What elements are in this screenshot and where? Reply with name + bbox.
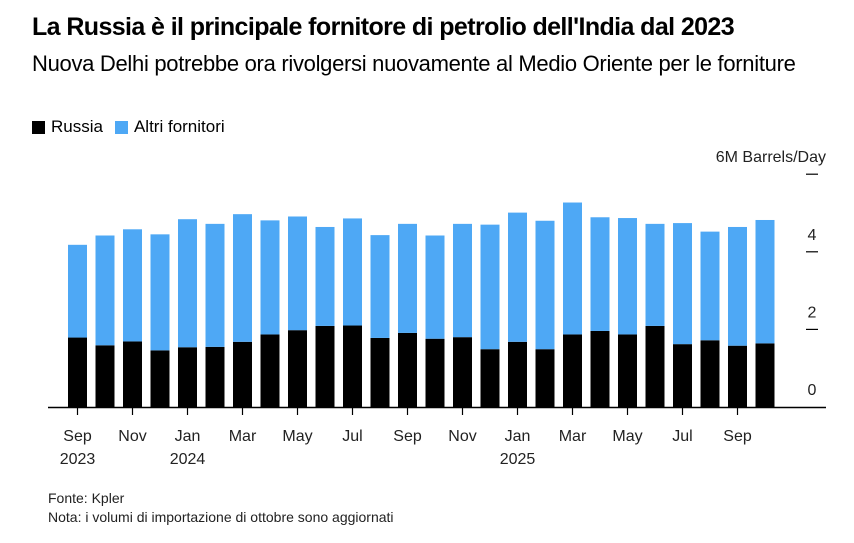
bar-russia [178,347,197,407]
bar-altri-fornitori [123,229,142,342]
x-tick-label-month: Mar [229,428,257,445]
bar-altri-fornitori [700,231,720,341]
bar-altri-fornitori [398,223,417,333]
chart-plot: Sep 2023 Nov Jan 2024 Mar May Jul Sep Nov Jan 2025 M… [48,149,826,468]
bar-altri-fornitori [480,224,500,350]
bar-russia [563,334,582,407]
bar-russia [288,330,307,407]
y-tick-label: 4 [808,227,817,244]
bar-altri-fornitori [453,223,472,338]
chart-title: La Russia è il principale fornitore di p… [32,13,735,41]
bar-altri-fornitori [95,235,115,346]
legend-item-altri-fornitori: Altri fornitori [114,117,225,137]
x-tick-label-month: Sep [723,428,752,445]
x-tick-label-month: Jan [505,428,531,445]
x-tick-label-month: Jul [672,428,692,445]
x-tick-label-month: Sep [63,428,92,445]
bar-altri-fornitori [205,223,225,347]
y-tick-label: 0 [808,382,817,399]
bar-russia [700,340,720,407]
bar-altri-fornitori [755,219,775,344]
bar-russia [150,350,170,407]
bar-altri-fornitori [178,219,197,348]
legend-label-altri-fornitori: Altri fornitori [133,117,225,136]
x-tick-label-month: Nov [448,428,476,445]
bar-russia [728,345,747,407]
bar-russia [480,349,500,407]
x-tick-label-month: May [612,428,642,445]
bar-russia [508,341,527,407]
bar-russia [343,325,362,407]
bar-altri-fornitori [563,202,582,335]
bar-altri-fornitori [150,234,170,351]
bar-altri-fornitori [288,216,307,331]
bar-russia [425,338,445,407]
legend-swatch-altri-fornitori [114,120,128,134]
y-tick-label: 2 [808,304,817,321]
x-tick-label-year: 2025 [500,451,536,468]
bar-altri-fornitori [233,214,252,342]
bar-russia [233,341,252,407]
bar-altri-fornitori [508,212,527,342]
bar-altri-fornitori [673,223,692,345]
bar-altri-fornitori [315,226,335,326]
x-tick-label-month: Mar [559,428,587,445]
bar-altri-fornitori [343,218,362,326]
x-tick-label-month: Sep [393,428,422,445]
bar-russia [95,345,115,407]
data-note: Nota: i volumi di importazione di ottobr… [48,509,394,525]
y-axis-title: 6M Barrels/Day [716,149,826,166]
bar-russia [123,341,142,407]
bar-russia [645,325,665,407]
bar-altri-fornitori [645,223,665,326]
bar-altri-fornitori [590,217,610,331]
legend-item-russia: Russia [32,117,103,137]
x-tick-label-month: Jul [342,428,362,445]
bar-russia [398,332,417,407]
bar-altri-fornitori [618,218,637,335]
bar-russia [535,349,555,407]
bar-russia [618,334,637,407]
bar-russia [205,346,225,407]
x-tick-label-month: Jan [175,428,201,445]
bar-altri-fornitori [68,244,87,338]
source-note: Fonte: Kpler [48,490,125,506]
bar-altri-fornitori [425,235,445,339]
bar-russia [453,337,472,407]
bar-altri-fornitori [728,226,747,346]
footer: Fonte: Kpler Nota: i volumi di importazi… [48,489,394,527]
bar-altri-fornitori [370,235,390,338]
legend-label-russia: Russia [51,117,103,136]
bar-russia [755,343,775,407]
bar-russia [590,330,610,407]
bar-altri-fornitori [535,220,555,350]
x-tick-label-year: 2024 [170,451,206,468]
bar-russia [370,337,390,407]
bar-russia [673,344,692,407]
bar-russia [260,334,280,407]
chart-subtitle: Nuova Delhi potrebbe ora rivolgersi nuov… [32,51,796,76]
bar-russia [315,325,335,407]
x-tick-label-month: May [282,428,312,445]
legend: Russia Altri fornitori [32,117,237,137]
x-tick-label-year: 2023 [60,451,96,468]
bar-altri-fornitori [260,220,280,335]
x-tick-label-month: Nov [118,428,146,445]
bar-russia [68,337,87,407]
legend-swatch-russia [32,120,45,134]
